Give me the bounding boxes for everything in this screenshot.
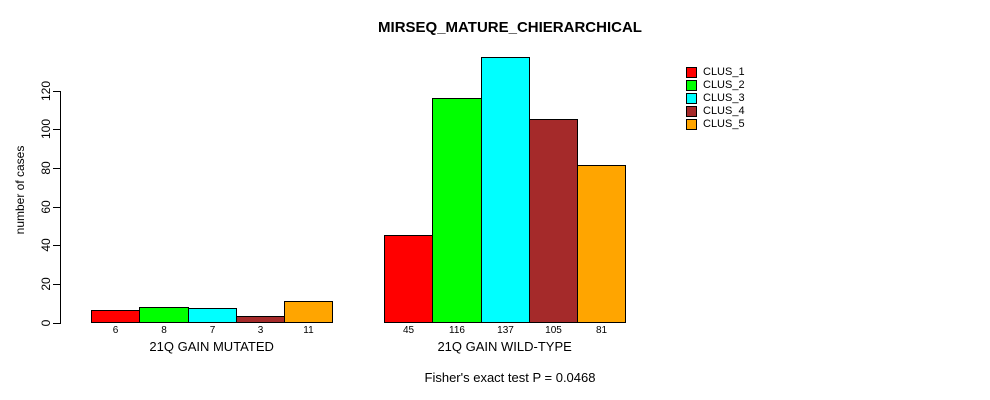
legend-swatch [686,119,697,130]
bar-value-label: 3 [257,325,264,336]
bar [577,165,626,323]
bar [91,310,140,323]
y-tick-mark [53,129,60,130]
y-tick-label: 40 [39,238,53,252]
bar [432,98,482,323]
y-axis-line [60,91,61,324]
bar [188,308,237,323]
y-tick-label: 100 [39,118,53,140]
bar [284,301,333,323]
legend-row: CLUS_5 [686,119,745,130]
bar-value-label: 6 [112,325,119,336]
y-tick-mark [53,91,60,92]
legend-row: CLUS_1 [686,67,745,78]
y-tick-mark [53,245,60,246]
y-tick-label: 120 [39,80,53,102]
legend-swatch [686,67,697,78]
bar-value-label: 137 [497,325,514,336]
y-tick-label: 80 [39,161,53,175]
bar-value-label: 81 [595,325,608,336]
y-tick-label: 60 [39,200,53,214]
y-tick-label: 20 [39,277,53,291]
bar-value-label: 11 [303,325,314,336]
legend-label: CLUS_5 [703,118,745,130]
bar [236,316,285,323]
bar [529,119,578,323]
annotation-text: Fisher's exact test P = 0.0468 [424,370,596,385]
y-axis-label: number of cases [13,145,27,235]
legend-row: CLUS_3 [686,93,745,104]
y-tick-mark [53,323,60,324]
legend-label: CLUS_3 [703,92,745,104]
x-group-label: 21Q GAIN MUTATED [149,339,274,354]
legend-swatch [686,93,697,104]
bar [139,307,189,323]
bar [481,57,530,323]
legend-row: CLUS_4 [686,106,745,117]
bar-value-label: 7 [209,325,216,336]
legend-label: CLUS_2 [703,79,745,91]
bar-value-label: 8 [161,325,167,336]
bar-value-label: 45 [402,325,415,336]
legend-label: CLUS_4 [703,105,745,117]
chart-title: MIRSEQ_MATURE_CHIERARCHICAL [378,19,642,36]
legend-swatch [686,80,697,91]
y-tick-mark [53,207,60,208]
bar [384,235,433,323]
legend-label: CLUS_1 [703,66,745,78]
legend-swatch [686,106,697,117]
bar-value-label: 116 [449,325,465,336]
x-group-label: 21Q GAIN WILD-TYPE [437,339,572,354]
bar-value-label: 105 [545,325,562,336]
legend-row: CLUS_2 [686,80,745,91]
y-tick-label: 0 [39,319,53,327]
y-tick-mark [53,284,60,285]
y-tick-mark [53,168,60,169]
